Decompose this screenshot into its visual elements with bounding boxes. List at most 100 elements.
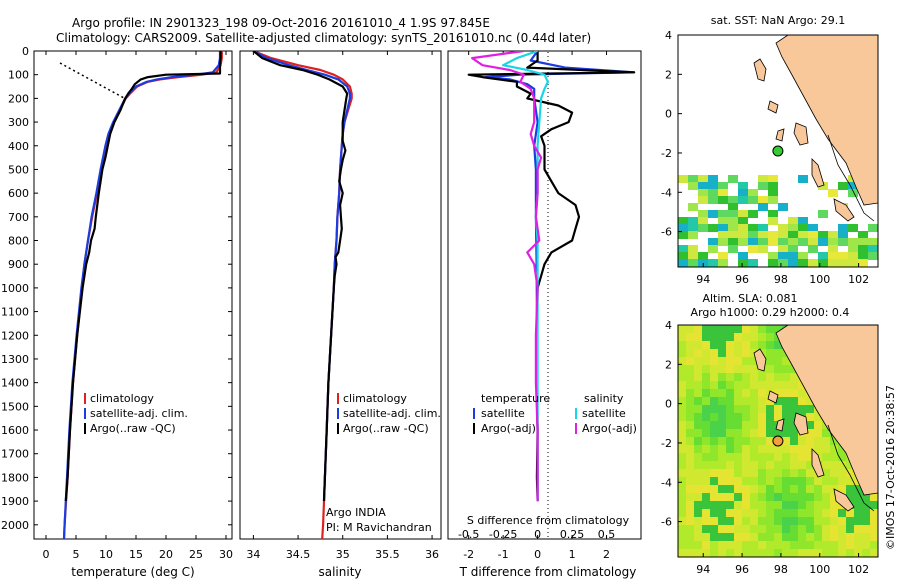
sla-cell — [750, 485, 759, 494]
sla-cell — [806, 517, 815, 526]
sst-cell — [728, 203, 738, 211]
sla-cell — [734, 469, 743, 478]
sla-cell — [822, 541, 831, 550]
sla-cell — [806, 485, 815, 494]
sst-cell — [838, 238, 848, 246]
sla-cell — [710, 509, 719, 518]
sla-cell — [678, 421, 687, 430]
sla-cell — [742, 325, 751, 334]
sst-cell — [688, 259, 698, 267]
coast-contour — [827, 134, 875, 222]
sla-cell — [750, 549, 759, 557]
sla-cell — [742, 373, 751, 382]
sla-cell — [838, 445, 847, 454]
sla-cell — [766, 493, 775, 502]
sst-cell — [768, 182, 778, 190]
sla-cell — [766, 469, 775, 478]
t-difference-xlabel: T difference from climatology — [459, 565, 637, 579]
sla-cell — [774, 349, 783, 358]
sla-cell — [686, 461, 695, 470]
sla-cell — [742, 429, 751, 438]
x-tick-label: 35 — [336, 548, 350, 561]
sla-cell — [718, 333, 727, 342]
sst-cell — [758, 182, 768, 190]
sst-cell — [768, 252, 778, 260]
sla-cell — [798, 517, 807, 526]
sla-cell — [846, 541, 855, 550]
sla-cell — [766, 541, 775, 550]
sla-cell — [774, 525, 783, 534]
sla-cell — [790, 485, 799, 494]
map-y-tick-label: 4 — [665, 29, 672, 42]
sla-cell — [678, 453, 687, 462]
s-tick-label: -0.25 — [489, 528, 517, 541]
sla-cell — [742, 421, 751, 430]
sst-cell — [808, 224, 818, 232]
sla-cell — [702, 421, 711, 430]
sla-cell — [678, 501, 687, 510]
map-x-tick-label: 96 — [735, 273, 749, 286]
sla-cell — [678, 413, 687, 422]
sla-cell — [798, 461, 807, 470]
difference-axis-ticks: -2 -1 0 1 2 -0.5 -0.25 0 0.25 0.5 — [458, 51, 615, 561]
sla-cell — [758, 381, 767, 390]
sla-cell — [758, 549, 767, 557]
sla-cell — [726, 493, 735, 502]
sla-cell — [774, 357, 783, 366]
sst-cell — [788, 238, 798, 246]
sla-cell — [702, 469, 711, 478]
sla-cell — [742, 493, 751, 502]
sla-cell — [702, 549, 711, 557]
sla-cell — [734, 421, 743, 430]
sst-cell — [828, 231, 838, 239]
sla-cell — [806, 421, 815, 430]
sla-cell — [782, 485, 791, 494]
sla-cell — [734, 333, 743, 342]
sla-cell — [710, 333, 719, 342]
sla-cell — [734, 501, 743, 510]
sla-cell — [694, 445, 703, 454]
sla-cell — [790, 413, 799, 422]
sla-cell — [702, 453, 711, 462]
sla-cell — [710, 437, 719, 446]
island — [753, 348, 767, 372]
sla-cell — [806, 525, 815, 534]
sla-cell — [694, 397, 703, 406]
depth-tick-label: 900 — [8, 258, 29, 271]
sla-cell — [846, 469, 855, 478]
sla-cell — [870, 493, 878, 502]
sla-cell — [766, 533, 775, 542]
x-tick-label: 2 — [603, 548, 610, 561]
sla-cell — [822, 517, 831, 526]
sla-cell — [822, 493, 831, 502]
sst-cell — [868, 238, 878, 246]
salinity-axes-frame — [239, 50, 442, 540]
sst-cell — [748, 231, 758, 239]
sla-cell — [766, 373, 775, 382]
sla-cell — [702, 357, 711, 366]
sla-cell — [774, 469, 783, 478]
sla-cell — [734, 517, 743, 526]
depth-tick-label: 1200 — [1, 329, 29, 342]
sla-cell — [814, 429, 823, 438]
difference-axes-frame — [447, 50, 642, 540]
sst-cell — [728, 245, 738, 253]
sla-cell — [814, 485, 823, 494]
sla-cell — [870, 501, 878, 510]
sla-cell — [774, 533, 783, 542]
sla-cell — [686, 397, 695, 406]
sla-cell — [734, 549, 743, 557]
map-x-tick-label: 94 — [696, 273, 710, 286]
sla-cell — [742, 389, 751, 398]
sla-cell — [774, 493, 783, 502]
depth-tick-label: 2000 — [1, 519, 29, 532]
sla-cell — [766, 341, 775, 350]
s-tick-label: -0.5 — [458, 528, 479, 541]
sst-cell — [778, 238, 788, 246]
sla-cell — [726, 381, 735, 390]
sla-cell — [702, 325, 711, 334]
sla-cell — [782, 413, 791, 422]
sla-cell — [678, 445, 687, 454]
sla-cell — [870, 517, 878, 526]
sla-cell — [838, 469, 847, 478]
